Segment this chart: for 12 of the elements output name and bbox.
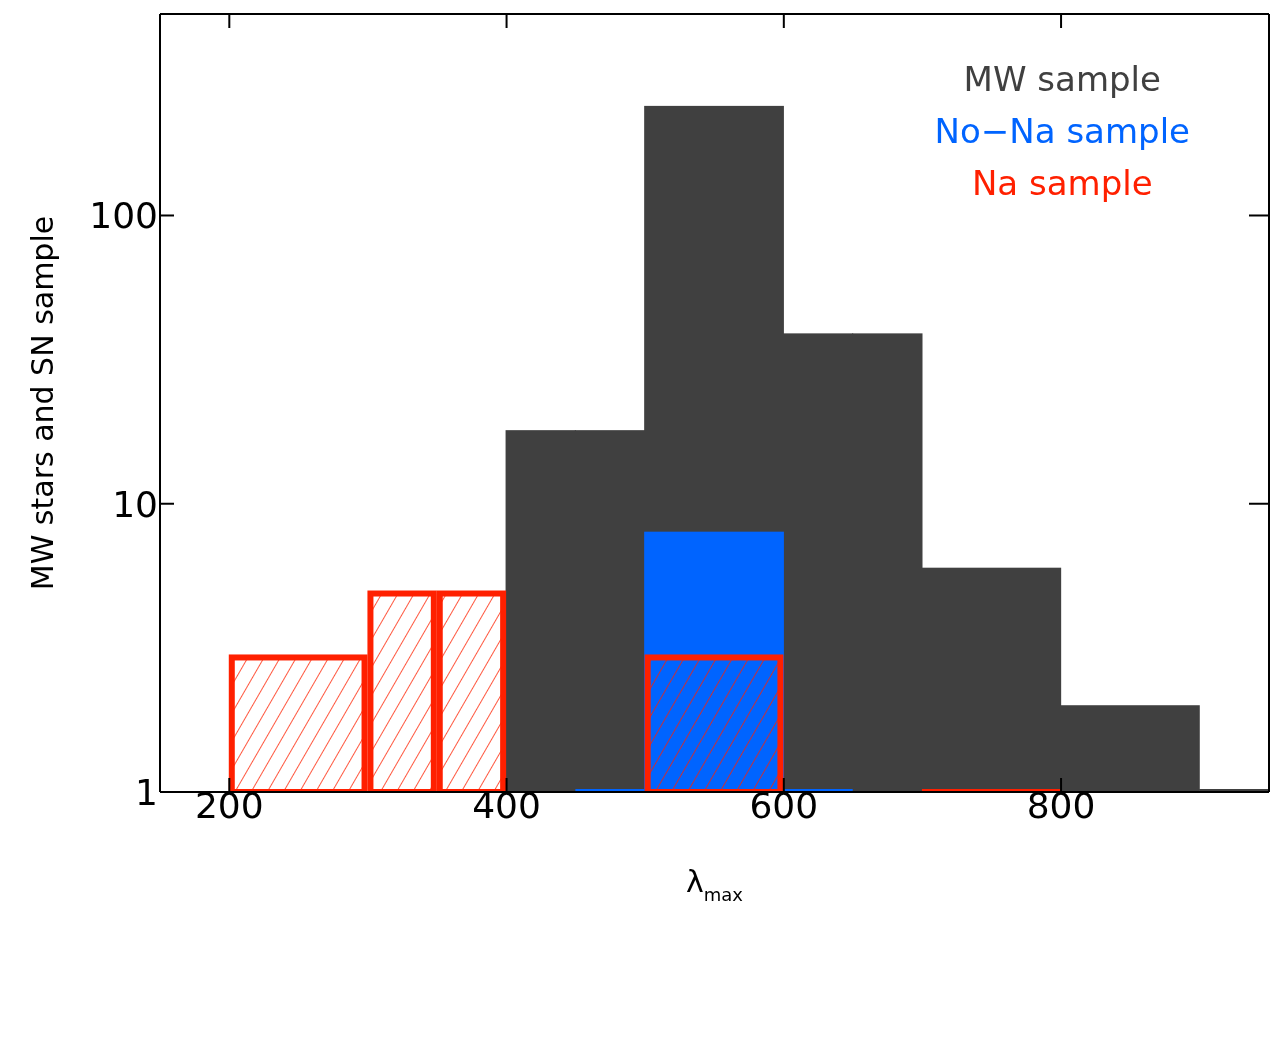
text: Na sample <box>970 162 1154 205</box>
x-axis-title: λ$_{max}$ <box>686 864 744 905</box>
text: No−Na sample <box>934 110 1190 153</box>
text: MW sample <box>962 58 1162 101</box>
x-tick-label: 600 <box>749 784 819 826</box>
y-axis-title: MW stars and SN sample <box>25 215 60 591</box>
x-tick-label: 800 <box>1026 784 1096 826</box>
x-tick-label: 400 <box>472 784 541 826</box>
y-tick-label: 1 <box>135 771 158 813</box>
y-tick-label: 10 <box>112 483 158 525</box>
x-tick-label: 200 <box>194 784 264 826</box>
y-tick-label: 100 <box>89 195 158 237</box>
